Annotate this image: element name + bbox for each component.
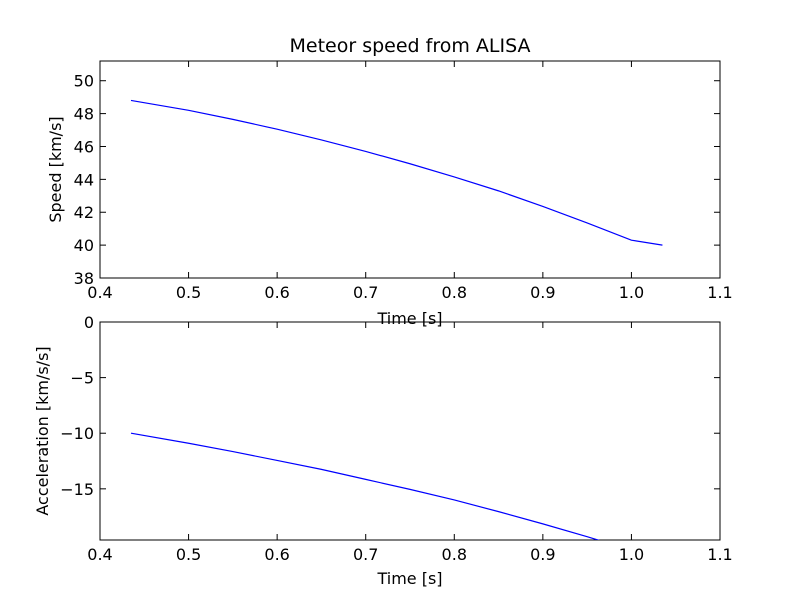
speed-plot-frame xyxy=(99,60,721,279)
speed-y-tick-label: 42 xyxy=(74,203,94,222)
speed-x-tick-label: 0.4 xyxy=(87,283,112,302)
acceleration-y-tick-label: −15 xyxy=(60,480,94,499)
speed-y-tick-label: 46 xyxy=(74,137,94,156)
acceleration-x-tick-label: 0.8 xyxy=(442,545,467,564)
acceleration-y-tick-labels: 0 −5 −10 −15 xyxy=(60,313,94,499)
acceleration-x-tick-label: 0.6 xyxy=(264,545,289,564)
speed-ticks xyxy=(99,61,721,279)
acceleration-x-tick-label: 0.7 xyxy=(353,545,378,564)
speed-x-tick-label: 1.0 xyxy=(619,283,644,302)
speed-y-tick-label: 50 xyxy=(74,72,94,91)
acceleration-x-axis-label: Time [s] xyxy=(376,569,442,588)
acceleration-x-tick-label: 0.9 xyxy=(530,545,555,564)
acceleration-chart: 0.4 0.5 0.6 0.7 0.8 0.9 1.0 1.1 0 −5 −10… xyxy=(33,313,733,588)
speed-x-axis-label: Time [s] xyxy=(376,309,442,328)
acceleration-x-tick-labels: 0.4 0.5 0.6 0.7 0.8 0.9 1.0 1.1 xyxy=(87,545,732,564)
speed-x-tick-label: 0.8 xyxy=(442,283,467,302)
acceleration-x-tick-label: 1.1 xyxy=(707,545,732,564)
speed-series-line xyxy=(130,99,663,246)
speed-y-tick-label: 38 xyxy=(74,269,94,288)
speed-x-tick-label: 0.7 xyxy=(353,283,378,302)
acceleration-x-tick-label: 0.5 xyxy=(176,545,201,564)
speed-y-tick-labels: 38 40 42 44 46 48 50 xyxy=(74,72,94,288)
speed-x-tick-label: 1.1 xyxy=(707,283,732,302)
acceleration-y-axis-label: Acceleration [km/s/s] xyxy=(33,346,52,515)
speed-chart-title: Meteor speed from ALISA xyxy=(290,35,531,57)
acceleration-x-tick-label: 1.0 xyxy=(619,545,644,564)
speed-y-tick-label: 48 xyxy=(74,105,94,124)
acceleration-series-line xyxy=(130,432,601,540)
acceleration-y-tick-label: −5 xyxy=(70,369,94,388)
speed-y-axis-label: Speed [km/s] xyxy=(46,116,65,222)
speed-chart: Meteor speed from ALISA 0.4 0.5 0.6 0.7 … xyxy=(46,35,733,328)
acceleration-ticks xyxy=(99,321,721,540)
acceleration-plot-frame xyxy=(99,321,721,541)
acceleration-y-tick-label: −10 xyxy=(60,424,94,443)
acceleration-x-tick-label: 0.4 xyxy=(87,545,112,564)
speed-x-tick-label: 0.9 xyxy=(530,283,555,302)
speed-x-tick-labels: 0.4 0.5 0.6 0.7 0.8 0.9 1.0 1.1 xyxy=(87,283,732,302)
speed-x-tick-label: 0.6 xyxy=(264,283,289,302)
speed-x-tick-label: 0.5 xyxy=(176,283,201,302)
speed-y-tick-label: 44 xyxy=(74,170,94,189)
speed-y-tick-label: 40 xyxy=(74,236,94,255)
acceleration-y-tick-label: 0 xyxy=(84,313,94,332)
